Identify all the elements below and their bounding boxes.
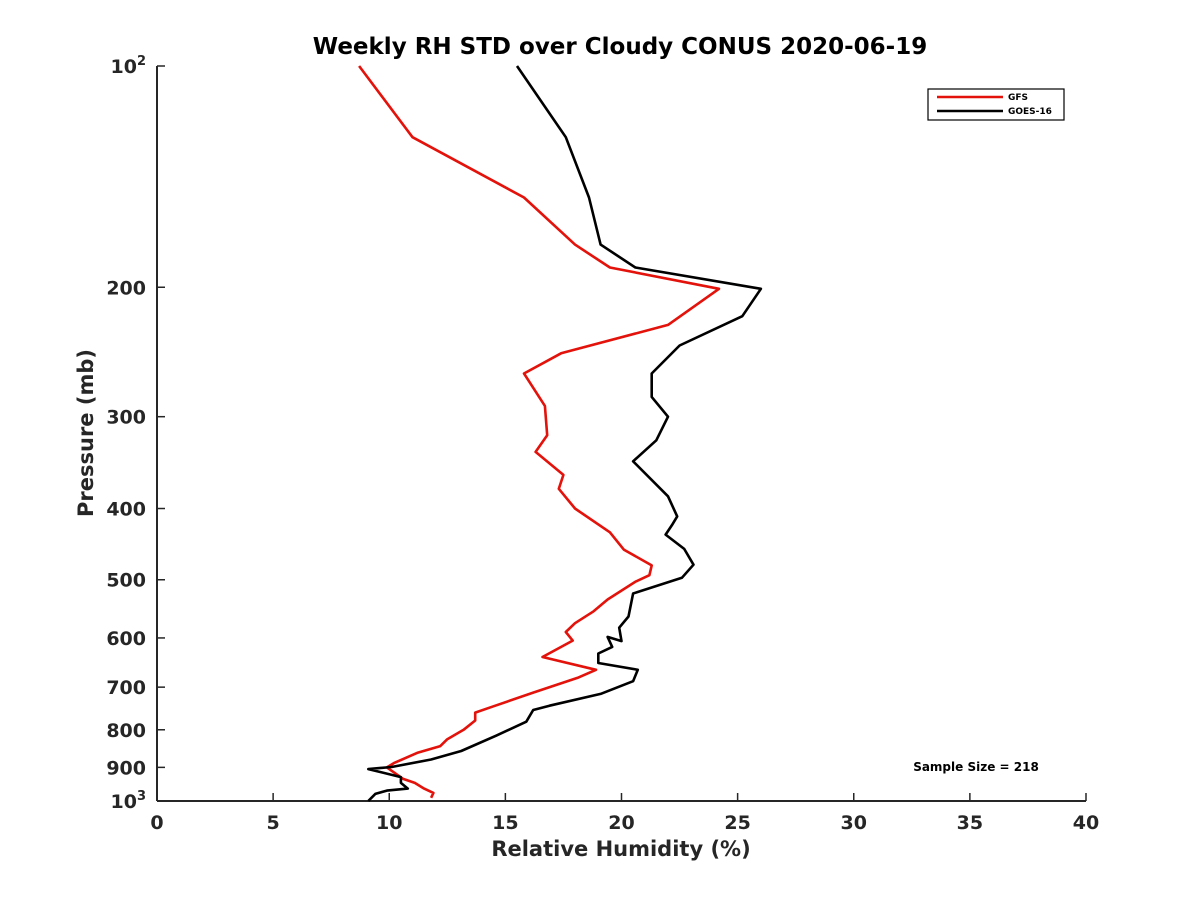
y-tick-label: 500: [106, 570, 146, 592]
y-tick-label: 600: [106, 628, 146, 650]
x-axis-label: Relative Humidity (%): [491, 837, 750, 861]
y-tick-label-exponent: 3: [137, 789, 146, 804]
y-tick-label-base: 10: [111, 56, 137, 78]
y-tick-label: 400: [106, 499, 146, 521]
x-tick-label: 30: [841, 812, 867, 834]
x-tick-label: 35: [957, 812, 983, 834]
x-tick-label: 40: [1073, 812, 1099, 834]
y-tick-label: 900: [106, 757, 146, 779]
y-tick-label-base: 10: [111, 791, 137, 813]
x-tick-label: 10: [376, 812, 402, 834]
x-tick-label: 0: [150, 812, 163, 834]
y-tick-label: 300: [106, 407, 146, 429]
x-tick-label: 5: [267, 812, 280, 834]
y-tick-label-exponent: 2: [137, 54, 146, 69]
y-tick-label: 200: [106, 277, 146, 299]
legend-box: [927, 88, 1065, 121]
legend: GFS GOES-16: [927, 88, 1065, 121]
series-line-gfs: [358, 65, 721, 799]
sample-size-annotation: Sample Size = 218: [913, 760, 1039, 774]
y-axis-label: Pressure (mb): [74, 349, 98, 517]
series-line-goes16: [366, 65, 763, 802]
series-layer: [358, 65, 763, 802]
x-tick-label: 25: [724, 812, 750, 834]
y-tick-label: 103: [111, 789, 147, 813]
y-tick-label: 102: [111, 54, 147, 78]
y-tick-label: 700: [106, 677, 146, 699]
legend-label-gfs: GFS: [1008, 93, 1028, 103]
x-tick-label: 15: [492, 812, 518, 834]
chart-title: Weekly RH STD over Cloudy CONUS 2020-06-…: [313, 34, 927, 60]
x-axis-ticks: 0 5 10 15 20 25 30 35 40: [150, 793, 1099, 834]
x-tick-label: 20: [608, 812, 634, 834]
legend-label-goes16: GOES-16: [1008, 107, 1052, 117]
y-tick-label: 800: [106, 720, 146, 742]
